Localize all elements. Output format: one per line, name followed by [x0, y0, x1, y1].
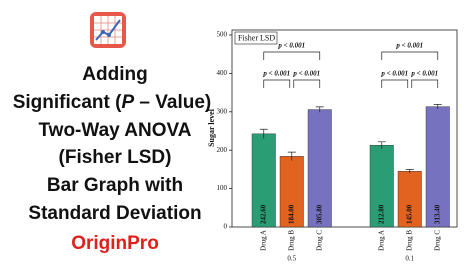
error-bar	[287, 151, 296, 161]
value-label: 145.00	[405, 204, 413, 224]
headline-line: Standard Deviation	[28, 203, 201, 224]
value-label: 212.80	[377, 204, 385, 224]
significance-bracket	[263, 79, 291, 88]
headline: Adding Significant (P – Value) Two-Way ANO…	[13, 64, 212, 224]
headline-part: – Value)	[134, 92, 211, 113]
y-tick-label: 200	[217, 146, 228, 154]
value-label: 184.00	[287, 204, 295, 224]
error-bar	[377, 141, 386, 149]
headline-line: Significant (P – Value)	[13, 92, 212, 113]
brand: OriginPro	[71, 233, 159, 254]
error-bar	[405, 169, 414, 174]
y-tick-label: 500	[217, 31, 228, 39]
legend-box	[234, 31, 278, 45]
significance-bracket	[381, 79, 409, 88]
x-tick-label: Drug B	[405, 230, 413, 251]
significance-bracket	[263, 51, 321, 60]
x-tick-label: Drug C	[315, 230, 323, 251]
significance-bracket	[381, 51, 439, 60]
significance-bracket	[411, 79, 439, 88]
x-tick-label: Drug B	[287, 230, 295, 251]
headline-line: (Fisher LSD)	[59, 147, 172, 168]
headline-part: Significant (	[13, 92, 122, 113]
y-tick-label: 100	[217, 184, 228, 192]
plot-frame	[231, 29, 458, 228]
annotation: p < 0.001	[380, 70, 408, 78]
error-bar	[433, 104, 442, 109]
value-label: 313.40	[433, 204, 441, 224]
annotation: p < 0.001	[262, 70, 290, 78]
error-bar	[315, 106, 324, 113]
y-axis-label: Sugar level	[207, 108, 216, 147]
x-tick-label: Drug C	[433, 230, 441, 251]
origin-icon	[90, 12, 126, 48]
error-bar	[259, 128, 268, 139]
group-label: 0.1	[405, 255, 414, 263]
value-label: 242.60	[259, 204, 267, 224]
legend-title: Fisher LSD	[238, 33, 275, 42]
x-tick-label: Drug A	[259, 230, 267, 251]
significance-bracket	[293, 79, 321, 88]
headline-line: Two-Way ANOVA	[38, 120, 191, 141]
annotation: p < 0.001	[277, 42, 305, 50]
annotation: p < 0.001	[395, 42, 423, 50]
y-tick-label: 300	[217, 107, 228, 115]
headline-line: Adding	[82, 64, 147, 85]
annotation: p < 0.001	[292, 70, 320, 78]
chart: Fisher LSD Sugar level 0 100 200 300 400 500 2…	[207, 29, 458, 263]
group-label: 0.5	[287, 255, 296, 263]
value-label: 305.80	[315, 204, 323, 224]
annotation: p < 0.001	[410, 70, 438, 78]
x-tick-label: Drug A	[377, 230, 385, 251]
y-tick-label: 0	[224, 223, 228, 231]
y-tick-label: 400	[217, 69, 228, 77]
headline-part: P	[121, 92, 134, 113]
headline-line: Bar Graph with	[47, 175, 183, 196]
